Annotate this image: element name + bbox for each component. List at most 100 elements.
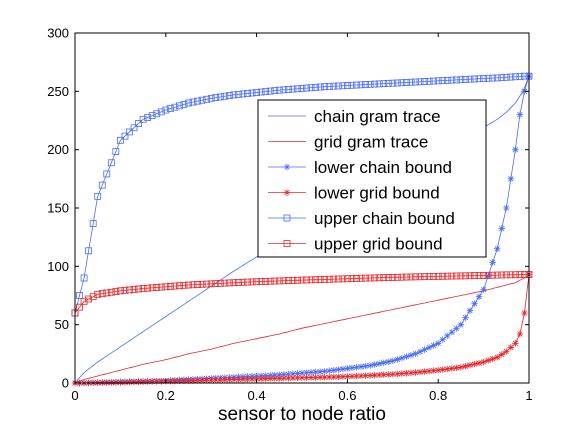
lower-grid-bound-marker <box>462 363 469 370</box>
upper-chain-bound-marker <box>371 80 379 88</box>
upper-chain-bound-marker <box>357 81 365 89</box>
legend-item-grid-gram-trace: grid gram trace <box>268 133 428 152</box>
lower-grid-bound-marker <box>121 379 129 386</box>
lower-chain-bound-marker <box>285 370 292 378</box>
y-tick-label: 50 <box>55 317 69 332</box>
upper-grid-bound-marker <box>448 272 456 280</box>
lower-grid-bound-marker <box>403 370 410 377</box>
upper-chain-bound-marker <box>421 78 428 85</box>
legend-marker <box>283 214 291 222</box>
lower-chain-bound-marker <box>430 342 437 349</box>
upper-grid-bound-marker <box>189 281 197 289</box>
upper-chain-bound-marker <box>176 102 183 110</box>
upper-chain-bound-marker <box>194 97 201 105</box>
upper-chain-bound-marker <box>262 88 270 95</box>
upper-chain-bound-marker <box>144 114 152 121</box>
upper-grid-bound-marker <box>284 277 292 284</box>
upper-chain-bound-marker <box>471 75 478 83</box>
upper-grid-bound-marker <box>516 271 524 279</box>
lower-grid-bound-marker <box>357 372 365 380</box>
upper-chain-bound-marker <box>343 82 351 89</box>
upper-chain-bound-marker <box>298 85 306 92</box>
upper-chain-bound-marker <box>316 83 324 91</box>
lower-grid-bound-marker <box>321 373 328 381</box>
lower-chain-bound-marker <box>484 272 492 280</box>
legend: chain gram trace grid gram trace lower cha… <box>257 99 487 258</box>
upper-grid-bound-marker <box>471 272 478 280</box>
upper-grid-bound-marker <box>330 275 338 283</box>
legend-label: upper grid bound <box>314 235 443 254</box>
lower-grid-bound-marker <box>285 374 292 382</box>
x-tick-label: 0 <box>71 388 78 403</box>
lower-chain-bound-marker <box>444 332 451 340</box>
lower-grid-bound-marker <box>126 378 133 386</box>
lower-chain-bound-marker <box>425 344 433 351</box>
legend-label: upper chain bound <box>314 209 455 228</box>
upper-chain-bound-marker <box>430 77 438 85</box>
upper-grid-bound-marker <box>80 297 88 305</box>
lower-grid-bound-marker <box>494 354 501 361</box>
lower-grid-bound-marker <box>112 379 120 386</box>
upper-chain-bound-marker <box>248 89 256 97</box>
lower-chain-bound-marker <box>516 111 524 118</box>
lower-grid-bound-marker <box>480 358 487 366</box>
lower-grid-bound-marker <box>366 372 374 379</box>
upper-grid-bound-marker <box>298 276 306 284</box>
lower-chain-bound-marker <box>421 346 428 353</box>
upper-grid-bound-marker <box>207 280 215 288</box>
lower-grid-bound-marker <box>316 374 324 381</box>
upper-chain-bound-markers <box>71 72 533 317</box>
upper-grid-bound-marker <box>307 276 315 284</box>
lower-chain-bound-marker <box>276 371 283 379</box>
upper-grid-bound-marker <box>253 278 261 286</box>
y-tick-label: 250 <box>47 84 69 99</box>
lower-grid-bound-marker <box>189 377 197 384</box>
upper-grid-bound-marker <box>194 281 201 288</box>
lower-chain-bound-marker <box>316 368 324 375</box>
upper-chain-bound-marker <box>189 98 197 106</box>
upper-chain-bound-marker <box>135 120 142 127</box>
upper-grid-bound-marker <box>244 278 251 286</box>
lower-grid-bound-marker <box>444 365 451 373</box>
upper-chain-bound-marker <box>294 85 301 93</box>
lower-grid-bound-marker <box>412 369 419 376</box>
lower-chain-bound-marker <box>330 366 337 374</box>
upper-grid-bound-marker <box>371 274 379 282</box>
lower-chain-bound-marker <box>366 362 374 369</box>
upper-chain-bound-marker <box>511 73 519 81</box>
upper-chain-bound-marker <box>384 80 392 87</box>
upper-chain-bound-marker <box>334 82 342 90</box>
upper-grid-bound-marker <box>198 280 206 288</box>
lower-chain-bound-marker <box>498 225 505 232</box>
upper-chain-bound-marker <box>244 90 251 97</box>
upper-grid-bound-marker <box>76 303 83 311</box>
upper-chain-bound-marker <box>253 89 261 96</box>
lower-grid-bound-marker <box>294 374 301 382</box>
upper-grid-bound-marker <box>85 295 93 303</box>
upper-grid-bound-marker <box>480 272 488 279</box>
legend-marker <box>283 163 291 171</box>
lower-grid-bound-marker <box>262 375 269 382</box>
upper-grid-bound-marker <box>139 285 147 292</box>
upper-chain-bound-marker <box>325 83 333 90</box>
upper-grid-bound-marker <box>180 281 188 289</box>
lower-grid-bound-marker <box>198 377 206 384</box>
upper-grid-bound-marker <box>235 279 242 286</box>
lower-chain-bound-marker <box>462 314 469 321</box>
lower-chain-bound-marker <box>480 286 487 293</box>
upper-chain-bound-marker <box>403 79 410 86</box>
upper-chain-bound-marker <box>484 74 492 82</box>
legend-marker <box>283 240 291 247</box>
upper-chain-bound-marker <box>398 79 406 87</box>
upper-chain-bound-marker <box>475 75 483 83</box>
upper-chain-bound-marker <box>266 87 274 95</box>
upper-chain-bound-marker <box>185 99 192 107</box>
upper-grid-bound-marker <box>457 272 465 280</box>
upper-grid-bound-marker <box>316 276 324 283</box>
upper-chain-bound-marker <box>275 86 283 94</box>
lower-chain-bound-marker <box>307 369 315 376</box>
upper-chain-bound-marker <box>307 84 315 92</box>
x-tick-label: 0.4 <box>248 388 266 403</box>
upper-grid-bound-marker <box>112 288 120 295</box>
upper-grid-bound-marker <box>507 271 515 279</box>
